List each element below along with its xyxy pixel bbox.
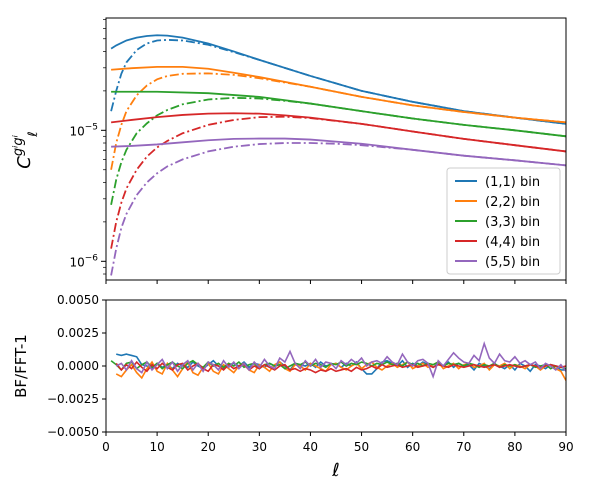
top-series-3-dashdot-line xyxy=(110,96,566,205)
top-series-4-solid-line xyxy=(111,112,566,153)
x-tick-label: 20 xyxy=(201,440,216,454)
bottom-y-tick-label: −0.0025 xyxy=(47,392,99,406)
top-series-1-dashdot-line xyxy=(110,38,566,125)
top-series-4-dashdot-line xyxy=(110,115,566,249)
bottom-y-tick-label: 0.0000 xyxy=(57,359,99,373)
top-y-axis-label-sub: ℓ xyxy=(26,131,41,137)
legend-label: (5,5) bin xyxy=(485,255,540,270)
top-series-5-dashdot-line xyxy=(110,142,566,276)
legend-label: (2,2) bin xyxy=(485,195,540,210)
legend-label: (3,3) bin xyxy=(485,215,540,230)
x-tick-label: 30 xyxy=(252,440,267,454)
top-y-axis-label-main: C xyxy=(14,156,35,169)
x-tick-label: 70 xyxy=(456,440,471,454)
x-tick-label: 50 xyxy=(354,440,369,454)
top-y-tick-label-mantissa: 10 xyxy=(69,255,84,269)
top-series-3-solid-line xyxy=(111,90,566,138)
top-y-tick-label: 10−5 xyxy=(69,122,98,138)
x-tick-label: 80 xyxy=(507,440,522,454)
x-tick-label: 60 xyxy=(405,440,420,454)
top-y-axis-label: Cgⁱgⁱ ℓ xyxy=(6,129,41,168)
bottom-axes-frame xyxy=(105,299,567,433)
bottom-plot-area xyxy=(110,340,566,381)
bottom-panel: −0.0050 −0.0025 0.0000 0.0025 0.0050 0 10 20 30… xyxy=(12,293,574,481)
bottom-x-axis: 0 10 20 30 40 50 60 70 80 90 xyxy=(102,432,574,454)
legend-frame xyxy=(446,167,561,275)
x-tick-label: 40 xyxy=(303,440,318,454)
top-y-axis-label-sup: gⁱgⁱ xyxy=(11,134,26,156)
top-plot-area xyxy=(110,34,566,276)
top-series-1-solid-line xyxy=(110,34,566,125)
x-axis-label: ℓ xyxy=(331,460,339,481)
legend-label: (1,1) bin xyxy=(485,175,540,190)
top-y-axis: 10−610−5 xyxy=(69,19,106,275)
top-series-2-dashdot-line xyxy=(110,72,566,170)
top-axes-frame xyxy=(105,17,567,281)
x-tick-label: 90 xyxy=(558,440,573,454)
legend-label: (4,4) bin xyxy=(485,235,540,250)
top-y-tick-label-mantissa: 10 xyxy=(69,124,84,138)
x-tick-label: 10 xyxy=(149,440,164,454)
x-tick-label: 0 xyxy=(102,440,110,454)
top-series-2-solid-line xyxy=(111,65,566,124)
bottom-y-tick-label: 0.0050 xyxy=(57,293,99,307)
bottom-y-tick-label: 0.0025 xyxy=(57,326,99,340)
legend: (1,1) bin (2,2) bin (3,3) bin (4,4) bin (5,5… xyxy=(446,167,561,275)
top-x-axis xyxy=(105,280,567,284)
bottom-series-2-line xyxy=(115,360,566,381)
top-y-tick-label-exponent: −6 xyxy=(85,253,99,263)
bottom-y-axis-label: BF/FFT-1 xyxy=(12,334,30,398)
bottom-series-5-line xyxy=(115,340,566,379)
top-y-tick-label-exponent: −5 xyxy=(85,122,98,132)
top-panel: 10−610−5 Cgⁱgⁱ ℓ (1,1) bin(2,2) bin(3,3)… xyxy=(6,17,567,284)
bottom-y-tick-label: −0.0050 xyxy=(47,425,99,439)
top-y-tick-label: 10−6 xyxy=(69,253,98,269)
bottom-y-axis: −0.0050 −0.0025 0.0000 0.0025 0.0050 xyxy=(47,293,106,439)
